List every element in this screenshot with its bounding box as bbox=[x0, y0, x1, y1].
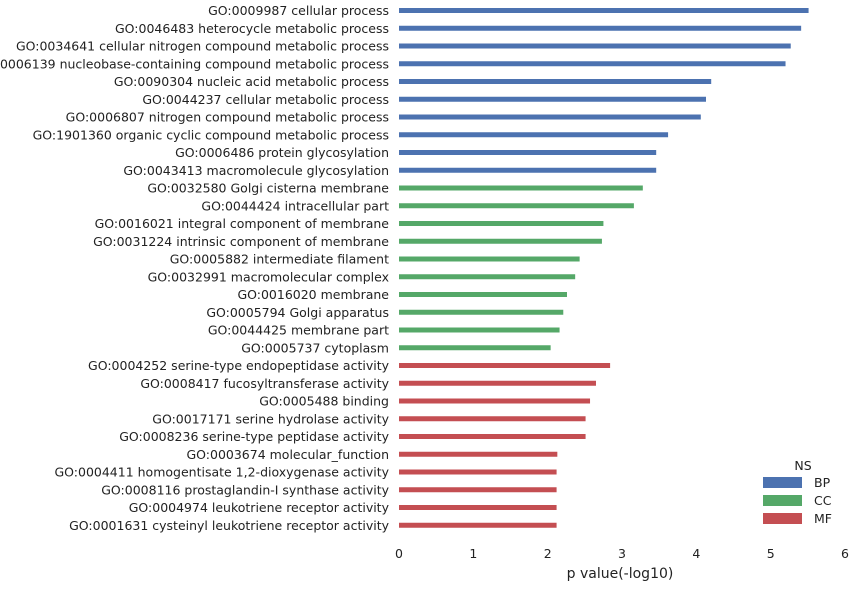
bar-bp bbox=[399, 167, 657, 173]
x-tick-label: 6 bbox=[841, 546, 849, 561]
bar-bp bbox=[399, 43, 791, 49]
y-tick-label: GO:1901360 organic cyclic compound metab… bbox=[33, 127, 389, 142]
legend-label-bp: BP bbox=[814, 475, 831, 490]
y-tick-label: GO:0008417 fucosyltransferase activity bbox=[140, 376, 389, 391]
y-tick-label: GO:0016021 integral component of membran… bbox=[95, 216, 390, 231]
legend-title: NS bbox=[794, 458, 811, 473]
x-tick-label: 2 bbox=[544, 546, 552, 561]
x-tick-label: 4 bbox=[692, 546, 700, 561]
legend-swatch-mf bbox=[763, 513, 802, 524]
y-tick-label: GO:0032991 macromolecular complex bbox=[148, 269, 389, 284]
y-tick-label: GO:0005737 cytoplasm bbox=[241, 340, 389, 355]
bar-bp bbox=[399, 114, 701, 120]
bar-cc bbox=[399, 292, 567, 297]
bar-mf bbox=[399, 487, 557, 493]
bar-cc bbox=[399, 327, 560, 333]
legend-label-cc: CC bbox=[814, 493, 832, 508]
y-tick-label: GO:0017171 serine hydrolase activity bbox=[152, 411, 389, 426]
x-tick-label: 1 bbox=[469, 546, 477, 561]
bar-cc bbox=[399, 238, 602, 244]
bar-mf bbox=[399, 469, 557, 475]
x-tick-label: 3 bbox=[618, 546, 626, 561]
bar-bp bbox=[399, 132, 669, 138]
legend-label-mf: MF bbox=[814, 511, 832, 526]
y-tick-label: GO:0044237 cellular metabolic process bbox=[142, 92, 389, 107]
bar-mf bbox=[399, 434, 586, 439]
y-tick-label: GO:0001631 cysteinyl leukotriene recepto… bbox=[69, 518, 389, 533]
bar-mf bbox=[399, 451, 558, 457]
bar-bp bbox=[399, 150, 657, 155]
bar-mf bbox=[399, 522, 557, 528]
x-tick-label: 0 bbox=[395, 546, 403, 561]
bar-cc bbox=[399, 309, 564, 315]
bar-mf bbox=[399, 363, 611, 368]
bar-mf bbox=[399, 398, 591, 404]
y-tick-label: GO:0044424 intracellular part bbox=[201, 198, 389, 213]
y-tick-label: GO:0008236 serine-type peptidase activit… bbox=[119, 429, 389, 444]
y-tick-labels: GO:0009987 cellular process GO:0046483 he… bbox=[0, 3, 390, 533]
y-tick-label: GO:0032580 Golgi cisterna membrane bbox=[147, 181, 389, 196]
x-axis-label: p value(-log10) bbox=[567, 566, 674, 582]
bar-cc bbox=[399, 345, 551, 351]
bar-bp bbox=[399, 79, 712, 84]
y-tick-label: GO:0006486 protein glycosylation bbox=[175, 145, 389, 160]
y-tick-label: GO:0004411 homogentisate 1,2-dioxygenase… bbox=[54, 465, 389, 480]
y-tick-label: GO:0016020 membrane bbox=[237, 287, 389, 302]
legend-swatch-cc bbox=[763, 495, 802, 506]
y-tick-label: GO:0004252 serine-type endopeptidase act… bbox=[88, 358, 390, 373]
bar-mf bbox=[399, 505, 557, 510]
bar-cc bbox=[399, 185, 643, 191]
y-tick-label: GO:0034641 cellular nitrogen compound me… bbox=[16, 39, 389, 54]
bar-bp bbox=[399, 8, 809, 13]
bar-bp bbox=[399, 96, 706, 102]
bars-layer bbox=[399, 8, 809, 528]
y-tick-label: GO:0044425 membrane part bbox=[208, 323, 389, 338]
bar-cc bbox=[399, 256, 580, 262]
y-tick-label: GO:0008116 prostaglandin-I synthase acti… bbox=[101, 482, 389, 497]
y-tick-label: GO:0009987 cellular process bbox=[208, 3, 389, 18]
bar-mf bbox=[399, 416, 586, 422]
y-tick-label: GO:0005794 Golgi apparatus bbox=[206, 305, 389, 320]
bar-mf bbox=[399, 380, 596, 386]
bar-cc bbox=[399, 274, 576, 280]
y-tick-label: GO:0005488 binding bbox=[259, 394, 389, 409]
y-tick-label: GO:0043413 macromolecule glycosylation bbox=[123, 163, 389, 178]
legend: NS BP CC MF bbox=[763, 458, 832, 526]
y-tick-label: GO:0006139 nucleobase-containing compoun… bbox=[0, 56, 389, 71]
x-tick-label: 5 bbox=[767, 546, 775, 561]
bar-bp bbox=[399, 61, 786, 67]
y-tick-label: GO:0090304 nucleic acid metabolic proces… bbox=[114, 74, 389, 89]
y-tick-label: GO:0006807 nitrogen compound metabolic p… bbox=[66, 110, 389, 125]
legend-swatch-bp bbox=[763, 477, 802, 488]
x-tick-labels: 0 1 2 3 4 5 6 bbox=[395, 546, 849, 561]
bar-cc bbox=[399, 221, 604, 226]
bar-bp bbox=[399, 25, 802, 31]
y-tick-label: GO:0004974 leukotriene receptor activity bbox=[129, 500, 390, 515]
bar-cc bbox=[399, 203, 634, 209]
y-tick-label: GO:0046483 heterocycle metabolic process bbox=[115, 21, 389, 36]
y-tick-label: GO:0003674 molecular_function bbox=[186, 447, 389, 462]
y-tick-label: GO:0031224 intrinsic component of membra… bbox=[93, 234, 389, 249]
y-tick-label: GO:0005882 intermediate filament bbox=[170, 252, 389, 267]
